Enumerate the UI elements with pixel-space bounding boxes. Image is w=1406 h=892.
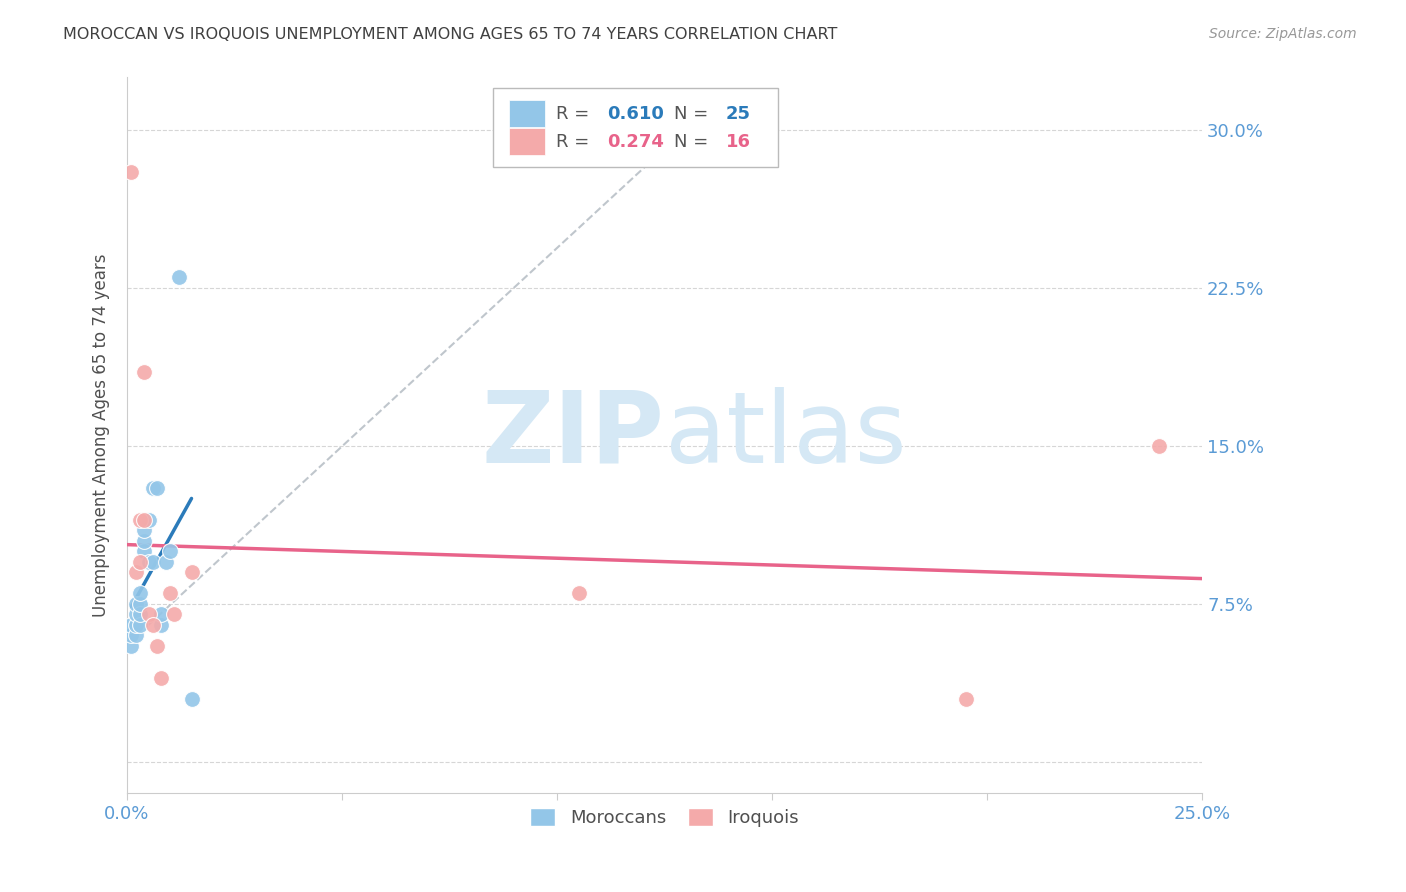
Point (124, 607, 146, 622)
Point (167, 270, 190, 285)
Point (129, 618, 152, 632)
Point (124, 628, 146, 642)
Text: MOROCCAN VS IROQUOIS UNEMPLOYMENT AMONG AGES 65 TO 74 YEARS CORRELATION CHART: MOROCCAN VS IROQUOIS UNEMPLOYMENT AMONG … (63, 27, 838, 42)
Point (120, 628, 142, 642)
Point (180, 691, 202, 706)
Point (138, 513, 160, 527)
Point (120, 639, 142, 653)
Point (120, 165, 142, 179)
Point (129, 513, 152, 527)
Y-axis label: Unemployment Among Ages 65 to 74 years: Unemployment Among Ages 65 to 74 years (93, 253, 110, 617)
Point (142, 555, 165, 569)
Point (163, 607, 186, 622)
Point (124, 618, 146, 632)
Point (138, 607, 160, 622)
Point (134, 365, 156, 379)
FancyBboxPatch shape (509, 128, 546, 154)
Text: R =: R = (555, 104, 595, 122)
Text: 25: 25 (725, 104, 751, 122)
Point (129, 607, 152, 622)
Point (129, 597, 152, 611)
Point (159, 586, 181, 600)
Text: 0.610: 0.610 (607, 104, 665, 122)
Point (150, 618, 173, 632)
Text: N =: N = (675, 133, 714, 151)
Point (129, 555, 152, 569)
Text: N =: N = (675, 104, 714, 122)
Point (134, 533, 156, 548)
FancyBboxPatch shape (492, 88, 778, 167)
Text: R =: R = (555, 133, 595, 151)
Point (568, 586, 591, 600)
Point (142, 618, 165, 632)
Point (134, 513, 156, 527)
Point (120, 618, 142, 632)
Point (124, 597, 146, 611)
Text: 16: 16 (725, 133, 751, 151)
Point (142, 481, 165, 495)
Point (134, 523, 156, 537)
Text: atlas: atlas (665, 387, 907, 483)
Point (180, 566, 202, 580)
Text: Source: ZipAtlas.com: Source: ZipAtlas.com (1209, 27, 1357, 41)
Point (134, 544, 156, 558)
Point (155, 555, 177, 569)
Point (146, 481, 169, 495)
Point (1147, 439, 1170, 453)
Point (150, 671, 173, 685)
Point (955, 691, 977, 706)
FancyBboxPatch shape (509, 100, 546, 127)
Text: ZIP: ZIP (482, 387, 665, 483)
Point (138, 555, 160, 569)
Point (129, 586, 152, 600)
Point (159, 544, 181, 558)
Legend: Moroccans, Iroquois: Moroccans, Iroquois (523, 801, 806, 834)
Text: 0.274: 0.274 (607, 133, 665, 151)
Point (124, 566, 146, 580)
Point (146, 639, 169, 653)
Point (150, 607, 173, 622)
